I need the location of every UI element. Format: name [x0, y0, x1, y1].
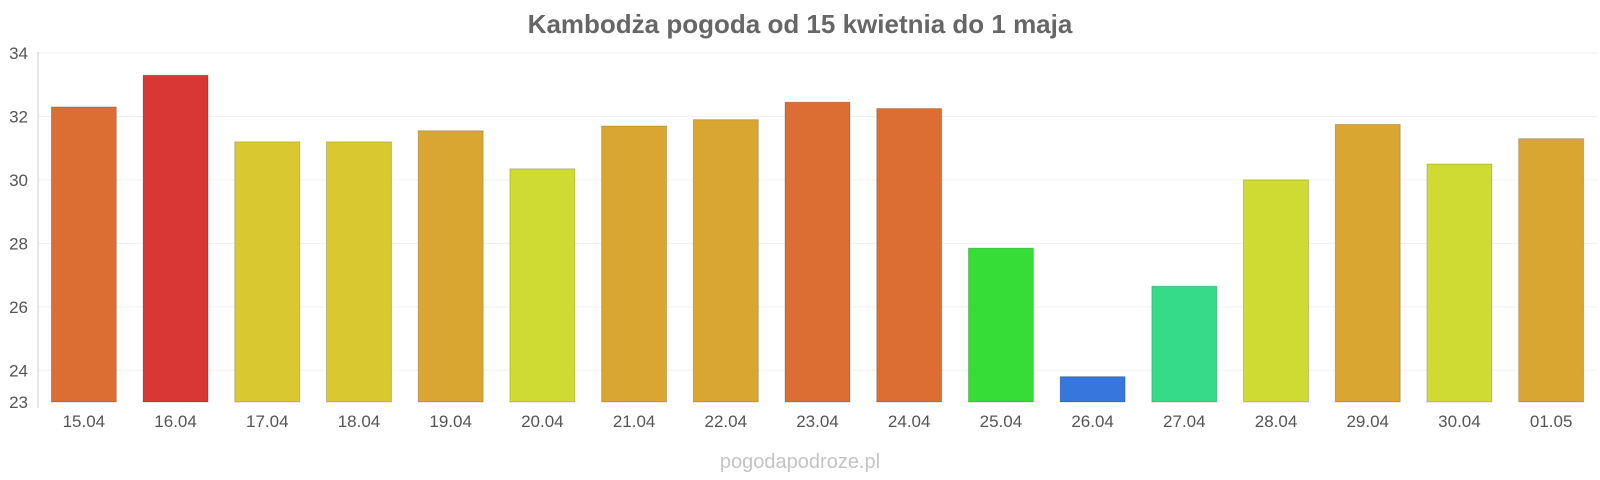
bar-25.04[interactable]: [967, 247, 1034, 403]
x-tick-label: 21.04: [613, 412, 656, 431]
x-tick-label: 25.04: [980, 412, 1023, 431]
y-tick-label: 23: [9, 393, 28, 412]
bar-01.05[interactable]: [1518, 138, 1585, 403]
x-tick-label: 20.04: [521, 412, 564, 431]
bars: [50, 74, 1585, 403]
bar-22.04[interactable]: [692, 119, 759, 403]
bar-26.04[interactable]: [1059, 376, 1126, 403]
x-tick-label: 18.04: [338, 412, 381, 431]
x-tick-label: 27.04: [1163, 412, 1206, 431]
bar-27.04[interactable]: [1151, 285, 1218, 403]
bar-18.04[interactable]: [325, 141, 392, 403]
x-tick-label: 15.04: [63, 412, 106, 431]
chart-title: Kambodża pogoda od 15 kwietnia do 1 maja: [528, 9, 1073, 39]
bar-19.04[interactable]: [417, 130, 484, 403]
x-tick-label: 16.04: [154, 412, 197, 431]
x-tick-label: 26.04: [1071, 412, 1114, 431]
y-tick-label: 28: [9, 234, 28, 253]
bar-16.04[interactable]: [142, 74, 209, 403]
x-tick-label: 24.04: [888, 412, 931, 431]
bar-17.04[interactable]: [234, 141, 301, 403]
bar-23.04[interactable]: [784, 101, 851, 403]
x-tick-label: 17.04: [246, 412, 289, 431]
x-tick-label: 30.04: [1438, 412, 1481, 431]
x-tick-label: 22.04: [705, 412, 748, 431]
x-tick-label: 29.04: [1346, 412, 1389, 431]
bar-21.04[interactable]: [601, 125, 668, 403]
y-tick-label: 26: [9, 298, 28, 317]
bar-15.04[interactable]: [50, 106, 117, 403]
y-tick-label: 34: [9, 44, 28, 63]
y-tick-label: 30: [9, 171, 28, 190]
x-axis-ticks: 15.04 16.04 17.04 18.04 19.04 20.04 21.04 22.04…: [63, 412, 1573, 431]
bar-20.04[interactable]: [509, 168, 576, 403]
bar-30.04[interactable]: [1426, 163, 1493, 403]
y-tick-label: 32: [9, 107, 28, 126]
x-tick-label: 01.05: [1530, 412, 1573, 431]
y-tick-label: 24: [9, 361, 28, 380]
watermark: pogodapodroze.pl: [720, 451, 880, 473]
x-tick-label: 19.04: [429, 412, 472, 431]
x-tick-label: 23.04: [796, 412, 839, 431]
bar-29.04[interactable]: [1334, 123, 1401, 403]
bar-28.04[interactable]: [1243, 179, 1310, 403]
y-axis-ticks: 23 24 26 28 30 32 34: [9, 44, 28, 412]
x-tick-label: 28.04: [1255, 412, 1298, 431]
bar-24.04[interactable]: [876, 108, 943, 403]
